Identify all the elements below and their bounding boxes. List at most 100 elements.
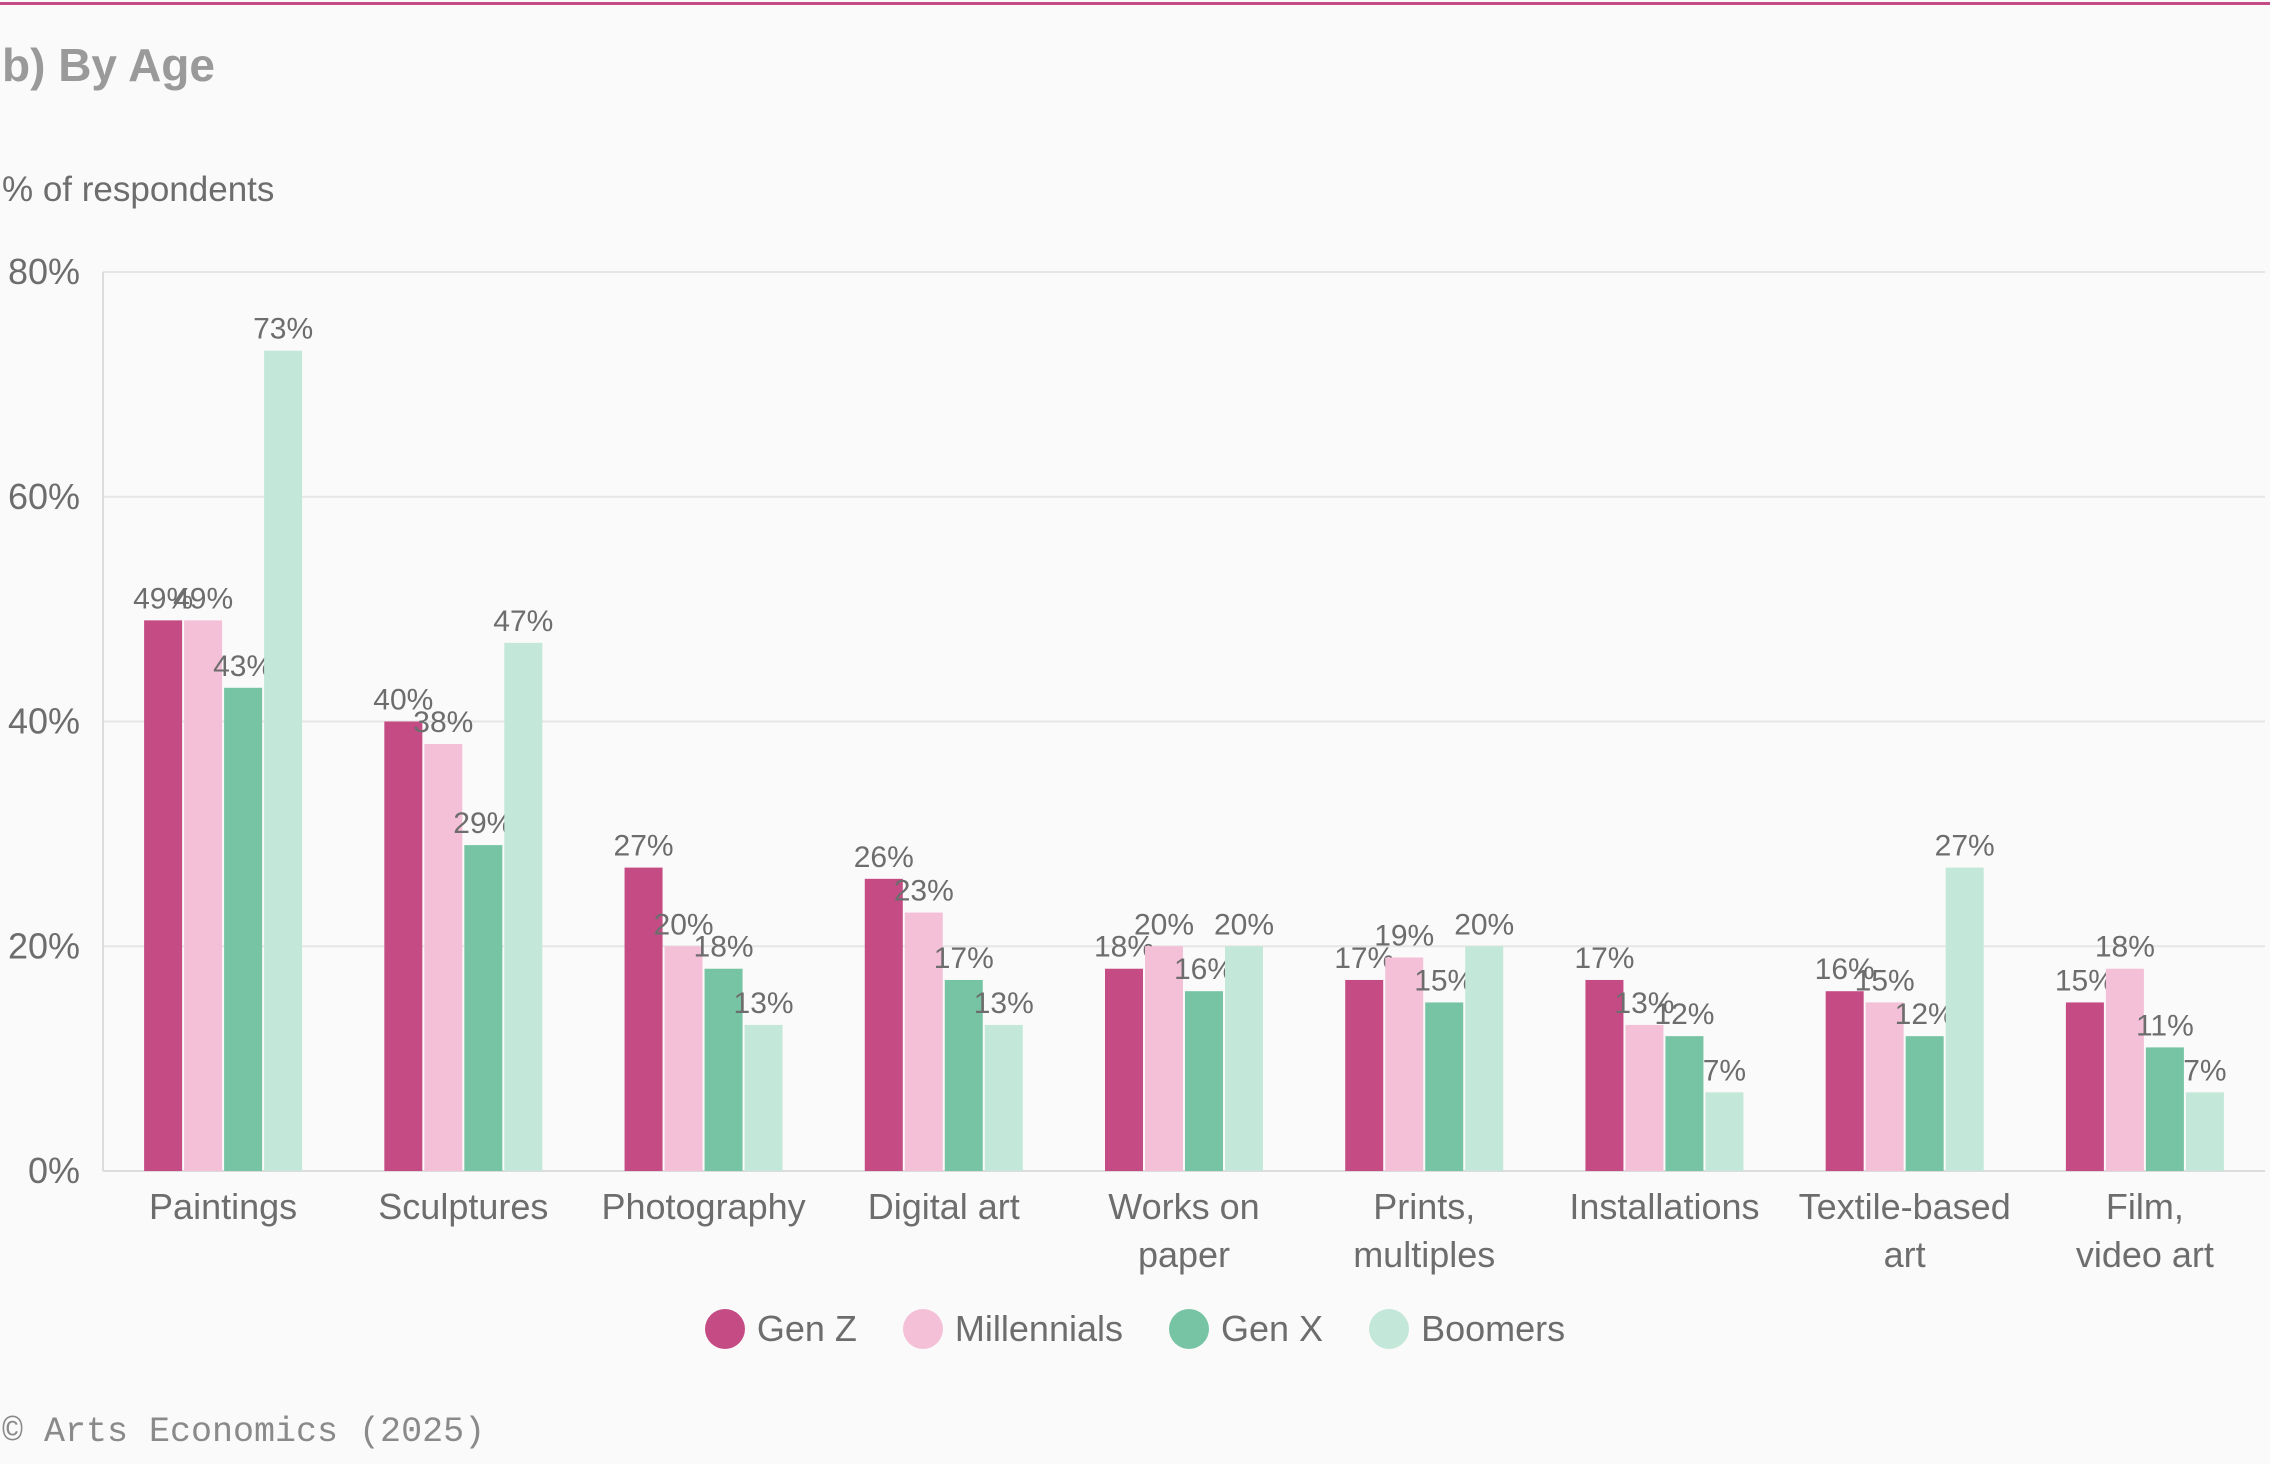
bar (1345, 979, 1384, 1171)
bar (864, 878, 903, 1171)
data-label: 12% (1895, 998, 1955, 1031)
x-tick-label: video art (2076, 1234, 2214, 1275)
data-label: 13% (734, 987, 794, 1020)
legend-item: Gen Z (704, 1308, 857, 1350)
source-credit: © Arts Economics (2025) (2, 1412, 486, 1452)
legend-item: Millennials (902, 1308, 1123, 1350)
legend: Gen Z Millennials Gen X Boomers (0, 1308, 2270, 1350)
x-tick-label: Digital art (868, 1186, 1020, 1227)
bar (384, 721, 423, 1171)
bar (1585, 979, 1624, 1171)
bar (1185, 991, 1223, 1171)
bar (664, 946, 703, 1171)
x-tick-label: Installations (1569, 1186, 1759, 1227)
data-label: 15% (1855, 964, 1915, 997)
y-tick-label: 40% (8, 701, 80, 742)
bar (424, 743, 463, 1171)
data-label: 23% (894, 875, 954, 908)
bar (1225, 946, 1263, 1171)
legend-label: Gen X (1221, 1308, 1324, 1349)
bar (1385, 957, 1424, 1171)
bar (1665, 1036, 1704, 1171)
x-tick-label: Paintings (149, 1186, 297, 1227)
data-label: 38% (413, 706, 473, 739)
data-label: 18% (694, 931, 754, 964)
legend-item: Boomers (1369, 1308, 1565, 1350)
data-label: 17% (1574, 942, 1634, 975)
data-label: 17% (934, 942, 994, 975)
x-tick-label: Textile-based (1799, 1186, 2011, 1227)
data-label: 15% (2055, 964, 2115, 997)
bar (1945, 867, 1984, 1171)
data-label: 49% (133, 582, 193, 615)
bar-chart: 0%20%40%60%80%49%49%43%73%Paintings40%38… (8, 251, 2265, 1275)
bar (264, 350, 303, 1172)
bar (1425, 1002, 1464, 1171)
bar (744, 1024, 783, 1171)
data-label: 7% (1703, 1054, 1746, 1087)
bar (144, 620, 183, 1171)
bar (704, 968, 743, 1171)
data-label: 7% (2183, 1054, 2226, 1087)
data-label: 17% (1334, 942, 1394, 975)
legend-label: Gen Z (756, 1308, 857, 1349)
y-tick-label: 60% (8, 476, 80, 517)
legend-swatch (704, 1309, 745, 1349)
data-label: 12% (1654, 998, 1714, 1031)
data-label: 15% (1414, 964, 1474, 997)
x-tick-label: Film, (2106, 1186, 2184, 1227)
data-label: 16% (1815, 953, 1875, 986)
bar (2105, 968, 2144, 1171)
bar (624, 867, 663, 1171)
data-label: 13% (974, 987, 1034, 1020)
data-label: 16% (1174, 953, 1234, 986)
data-label: 20% (1134, 908, 1194, 941)
legend-swatch (902, 1309, 943, 1349)
x-tick-label: art (1884, 1234, 1926, 1275)
bar (2185, 1092, 2224, 1171)
bar (1625, 1024, 1664, 1171)
bar (224, 687, 263, 1171)
bar (2065, 1002, 2104, 1171)
data-label: 27% (614, 830, 674, 863)
legend-label: Boomers (1421, 1308, 1566, 1349)
data-label: 47% (493, 605, 553, 638)
data-label: 40% (373, 684, 433, 717)
bar (2145, 1047, 2184, 1171)
y-tick-label: 20% (8, 925, 80, 966)
bar (1105, 968, 1143, 1171)
y-tick-label: 80% (8, 251, 80, 292)
data-label: 20% (1454, 908, 1514, 941)
bar (944, 979, 983, 1171)
data-label: 26% (854, 841, 914, 874)
data-label: 18% (1094, 931, 1154, 964)
data-label: 29% (453, 807, 513, 840)
bar (1705, 1092, 1744, 1171)
bar (1905, 1036, 1944, 1171)
legend-label: Millennials (954, 1308, 1123, 1349)
data-label: 49% (173, 582, 233, 615)
x-tick-label: multiples (1353, 1234, 1495, 1275)
bar (504, 642, 543, 1171)
data-label: 19% (1374, 919, 1434, 952)
x-tick-label: Works on (1108, 1186, 1259, 1227)
data-label: 11% (2136, 1009, 2194, 1042)
legend-swatch (1369, 1309, 1410, 1349)
bar (1825, 991, 1864, 1171)
data-label: 20% (654, 908, 714, 941)
x-tick-label: Photography (601, 1186, 805, 1227)
data-label: 43% (213, 650, 273, 683)
data-label: 20% (1214, 908, 1274, 941)
top-rule (0, 2, 2270, 5)
legend-swatch (1169, 1309, 1209, 1349)
x-tick-label: Sculptures (378, 1186, 548, 1227)
bar (984, 1024, 1023, 1171)
x-tick-label: Prints, (1373, 1186, 1475, 1227)
data-label: 73% (253, 313, 313, 346)
y-axis-title: % of respondents (2, 170, 275, 209)
bar (1865, 1002, 1904, 1171)
data-label: 13% (1614, 987, 1674, 1020)
data-label: 27% (1935, 830, 1995, 863)
x-tick-label: paper (1138, 1234, 1230, 1275)
legend-item: Gen X (1169, 1308, 1323, 1350)
